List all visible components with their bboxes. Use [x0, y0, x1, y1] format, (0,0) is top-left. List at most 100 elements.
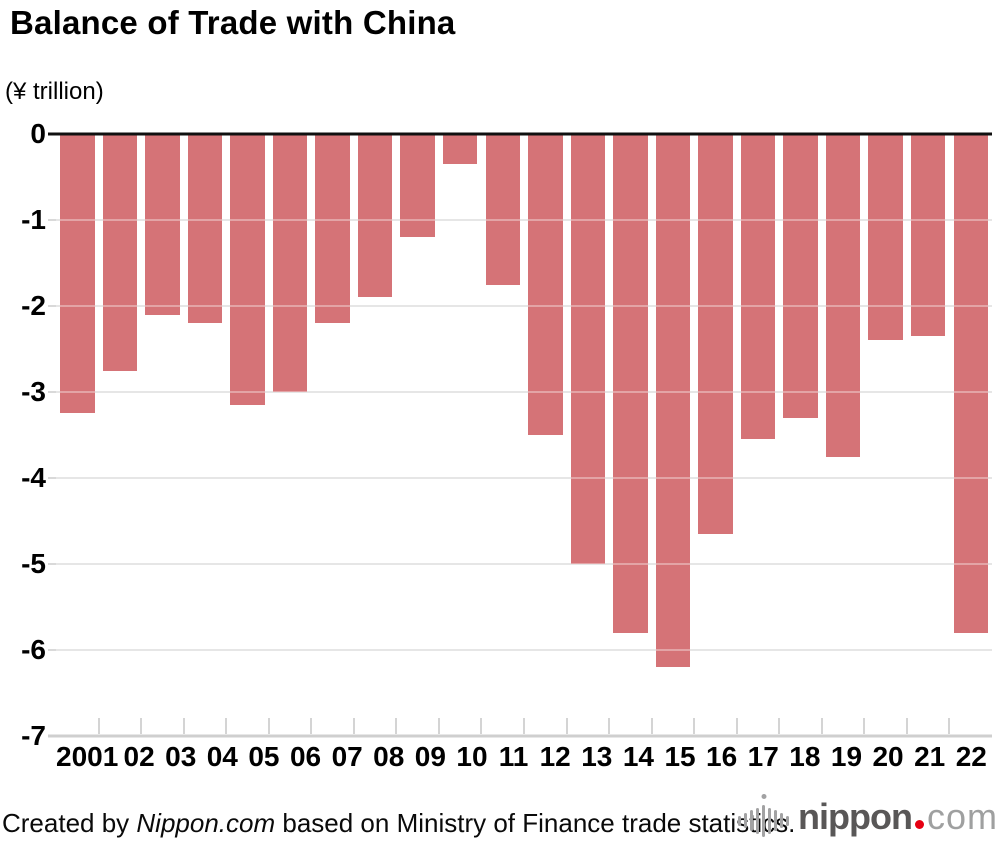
bar-slot-2010 [439, 134, 482, 736]
nippon-com-logo: nippon com [738, 794, 998, 840]
bar-slot-2014 [609, 134, 652, 736]
x-axis-tick-mark [820, 718, 823, 734]
x-axis-tick-mark [267, 718, 270, 734]
gridline-overlay--5 [56, 563, 992, 565]
x-axis-tick-mark [225, 718, 228, 734]
gridline--6 [48, 649, 992, 651]
x-tick-label-2013: 13 [581, 741, 613, 772]
soundwave-bar [738, 815, 742, 826]
gridline-overlay--1 [56, 219, 992, 221]
nippon-com-wordmark: nippon com [798, 796, 998, 838]
x-tick-label-2009: 09 [414, 741, 446, 772]
bar-slot-2016 [694, 134, 737, 736]
bar-slot-2008 [354, 134, 397, 736]
x-tick-label-2002: 02 [123, 741, 155, 772]
x-axis-tick-mark [140, 718, 143, 734]
attribution-suffix: based on Ministry of Finance trade stati… [275, 808, 796, 838]
bar-slot-2002 [99, 134, 142, 736]
soundwave-icon [738, 794, 790, 840]
y-axis-unit-label: (¥ trillion) [5, 78, 104, 105]
logo-brand-text: nippon [798, 796, 913, 837]
x-tick-label-2008: 08 [373, 741, 405, 772]
x-axis-tick-mark [565, 718, 568, 734]
y-axis-tick-labels: 0 -1 -2 -3 -4 -5 -6 -7 [0, 118, 46, 751]
x-axis-tick-mark [608, 718, 611, 734]
soundwave-bar [744, 813, 748, 828]
x-axis-tick-mark [352, 718, 355, 734]
bar-2011 [485, 134, 520, 285]
bar-slot-2015 [652, 134, 695, 736]
bar-2006 [272, 134, 308, 392]
x-tick-label-2021: 21 [914, 741, 946, 772]
bar-2002 [102, 134, 138, 371]
bar-2003 [145, 134, 180, 315]
x-tick-label-2016: 16 [706, 741, 738, 772]
gridline-0 [48, 132, 992, 136]
bar-slot-2018 [779, 134, 822, 736]
attribution-source-name: Nippon.com [136, 808, 276, 838]
bar-2022 [953, 134, 988, 633]
x-tick-label-2007: 07 [331, 741, 363, 772]
bar-slot-2011 [481, 134, 524, 736]
gridline--7 [48, 734, 992, 738]
source-attribution: Created by Nippon.com based on Ministry … [2, 808, 795, 839]
bar-2017 [740, 134, 776, 440]
chart-title: Balance of Trade with China [10, 4, 456, 41]
soundwave-dot [761, 794, 767, 799]
x-tick-label-2022: 22 [955, 741, 987, 772]
x-tick-label-2015: 15 [664, 741, 696, 772]
x-tick-label-2014: 14 [622, 741, 654, 772]
x-tick-label-2004: 04 [206, 741, 238, 772]
bar-slot-2012 [524, 134, 567, 736]
logo-tld-text: com [926, 796, 998, 837]
gridline-overlay--3 [56, 391, 992, 393]
bar-2016 [698, 134, 733, 534]
x-axis-tick-labels: 2001 02 03 04 05 06 07 08 09 10 11 12 13 14 15 16 17 18 19… [56, 741, 992, 773]
bar-slot-2022 [949, 134, 992, 736]
bar-series [56, 134, 992, 736]
x-axis-tick-mark [523, 718, 525, 734]
bar-2014 [613, 134, 648, 633]
gridline-overlay--4 [56, 477, 992, 479]
soundwave-bar [780, 813, 784, 828]
bar-2015 [655, 134, 691, 668]
soundwave-bar [768, 807, 772, 834]
y-tick-label--3: -3 [21, 376, 46, 407]
x-tick-label-2011: 11 [498, 741, 529, 772]
gridline-overlay--2 [56, 305, 992, 307]
x-tick-label-2006: 06 [289, 741, 322, 772]
bar-2020 [868, 134, 903, 341]
logo-red-dot-icon [914, 820, 924, 829]
bar-2018 [783, 134, 818, 418]
bar-2010 [442, 134, 478, 165]
bar-slot-2020 [864, 134, 907, 736]
soundwave-bar [786, 815, 790, 826]
x-axis-tick-mark [735, 718, 738, 734]
soundwave-bar [774, 810, 778, 831]
bar-slot-2005 [226, 134, 269, 736]
gridline--3 [48, 391, 992, 393]
bar-2009 [400, 134, 435, 238]
attribution-prefix: Created by [2, 808, 137, 838]
bar-2008 [357, 134, 393, 298]
x-tick-label-2010: 10 [456, 741, 488, 772]
bar-slot-2001 [56, 134, 99, 736]
x-axis-tick-mark [650, 718, 653, 734]
x-tick-label-2003: 03 [165, 741, 197, 772]
x-axis-tick-mark [905, 718, 908, 734]
x-tick-label-2012: 12 [539, 741, 571, 772]
bar-2001 [60, 134, 95, 414]
y-tick-label-0: 0 [30, 118, 46, 149]
soundwave-bar [756, 807, 760, 834]
gridline--4 [48, 477, 992, 479]
x-tick-label-2005: 05 [248, 741, 280, 772]
bar-2012 [528, 134, 563, 435]
soundwave-bar [762, 804, 766, 837]
x-tick-label-2019: 19 [830, 741, 863, 772]
bar-2019 [825, 134, 861, 457]
x-axis-tick-mark [863, 718, 866, 734]
bar-slot-2021 [907, 134, 950, 736]
y-tick-label--1: -1 [21, 204, 46, 235]
gridline--2 [48, 305, 992, 307]
bar-2013 [570, 134, 606, 564]
